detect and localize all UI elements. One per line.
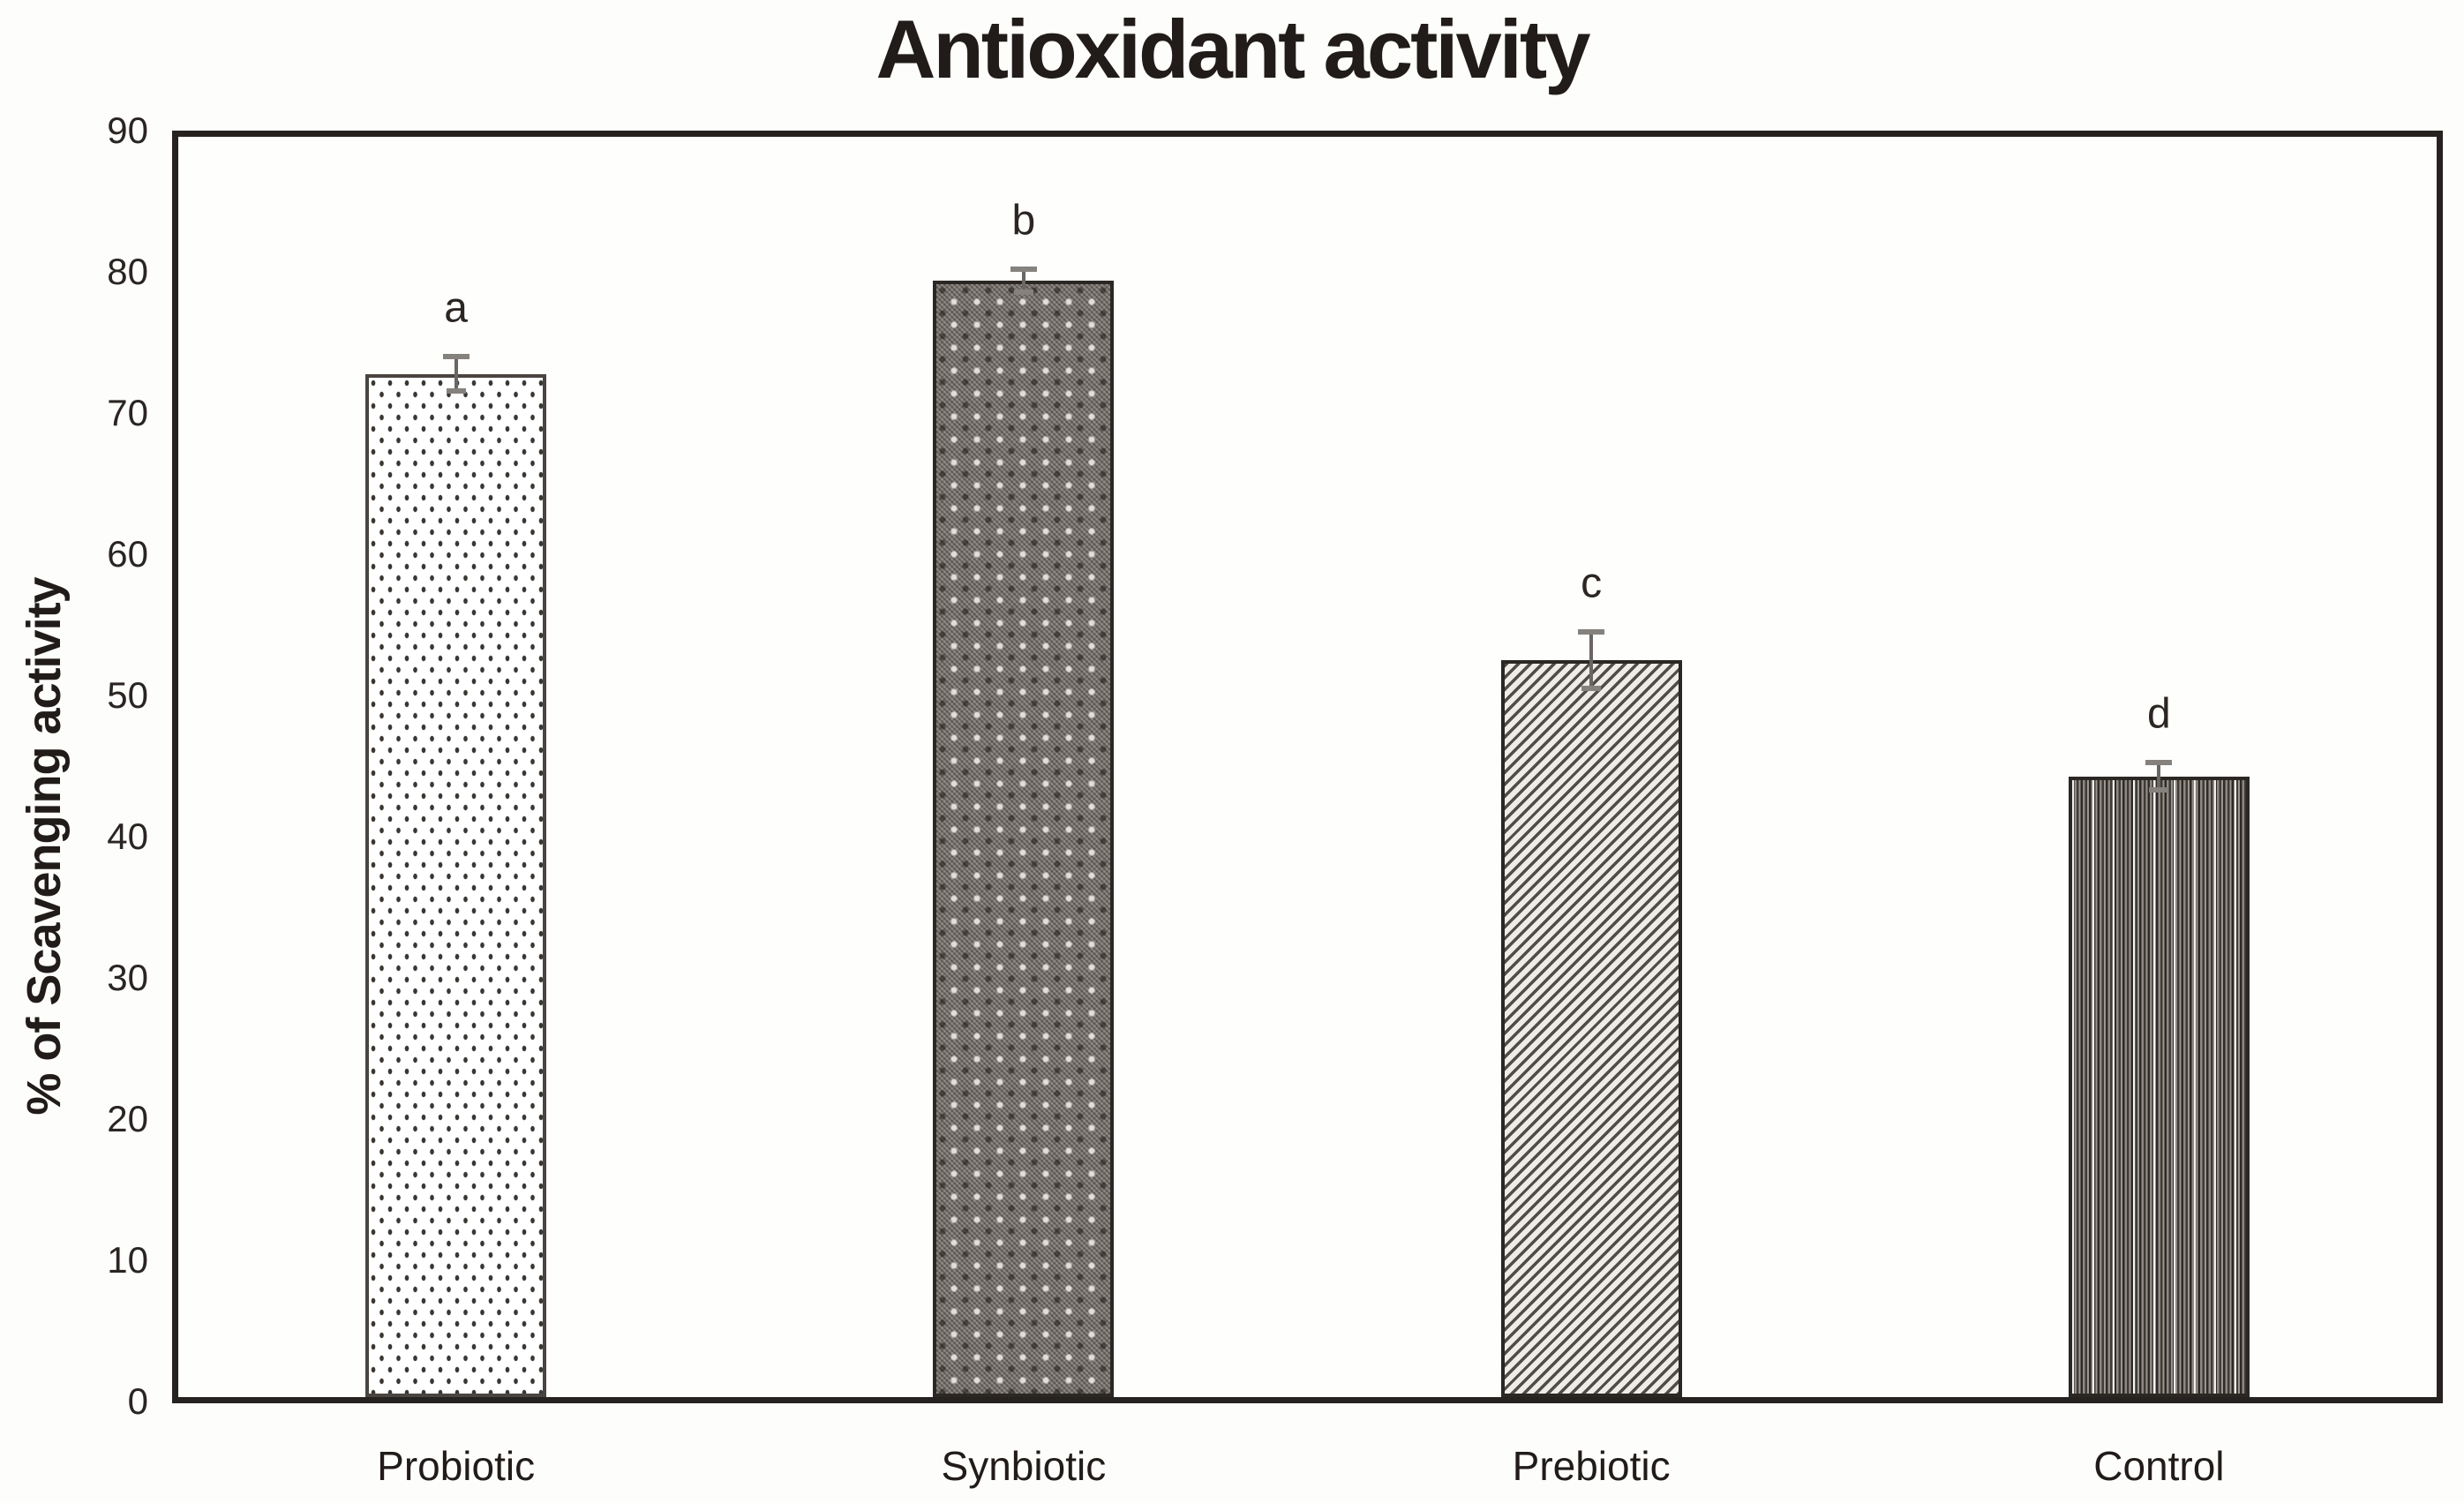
significance-letter: c: [1581, 560, 1603, 607]
significance-letter: b: [1011, 197, 1036, 244]
y-tick-label: 20: [107, 1098, 148, 1140]
y-tick-label: 80: [107, 251, 148, 293]
bar-synbiotic: [933, 281, 1115, 1397]
significance-letter: a: [444, 284, 468, 332]
y-tick-label: 60: [107, 533, 148, 575]
error-bar-top-cap: [2145, 760, 2173, 766]
error-bar-bottom-cap: [1013, 289, 1033, 295]
error-bar-bottom-cap: [2149, 786, 2169, 793]
error-bar-line: [1021, 269, 1025, 292]
x-category-label: Control: [2093, 1443, 2225, 1489]
error-bar-top-cap: [1010, 267, 1037, 273]
bar-probiotic: [365, 373, 547, 1397]
error-bar-top-cap: [1578, 629, 1605, 635]
x-category-label: Synbiotic: [941, 1443, 1107, 1489]
y-tick-label: 70: [107, 392, 148, 434]
y-tick-label: 30: [107, 957, 148, 999]
error-bar-top-cap: [442, 354, 470, 360]
chart-title: Antioxidant activity: [875, 3, 1590, 95]
y-tick-label: 0: [127, 1380, 148, 1423]
bar-control: [2068, 776, 2250, 1397]
error-bar-bottom-cap: [1581, 686, 1602, 692]
error-bar-line: [1589, 632, 1594, 689]
y-tick-label: 10: [107, 1239, 148, 1281]
significance-letter: d: [2147, 690, 2171, 738]
error-bar-bottom-cap: [446, 387, 466, 394]
x-category-label: Probiotic: [377, 1443, 536, 1489]
y-tick-label: 40: [107, 815, 148, 858]
plot-area-frame: [172, 131, 2443, 1403]
error-bar-line: [2157, 763, 2161, 790]
bar-prebiotic: [1500, 660, 1682, 1397]
error-bar-line: [454, 357, 458, 391]
y-tick-label: 50: [107, 674, 148, 717]
y-tick-label: 90: [107, 109, 148, 152]
x-category-label: Prebiotic: [1512, 1443, 1671, 1489]
